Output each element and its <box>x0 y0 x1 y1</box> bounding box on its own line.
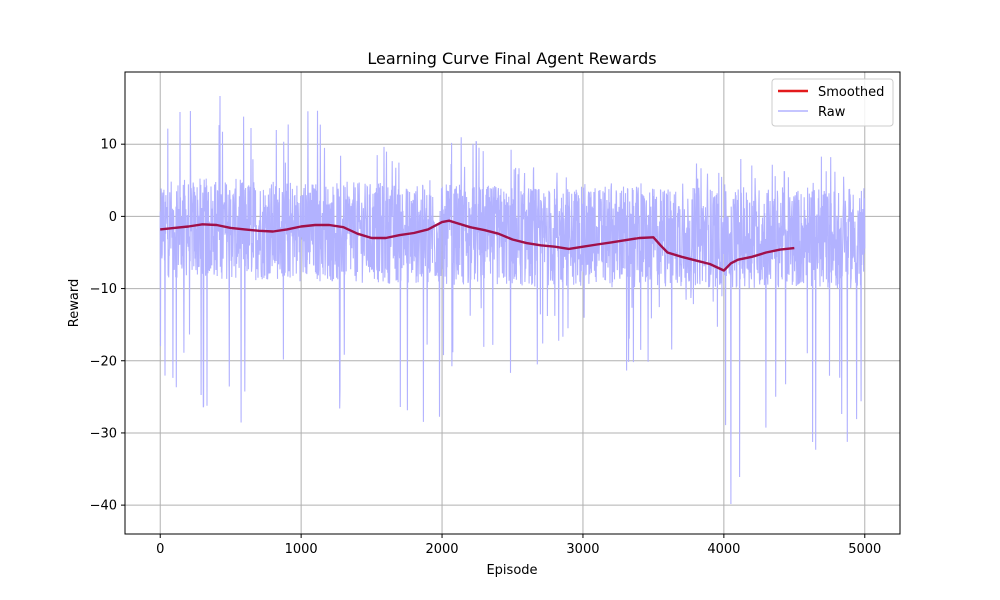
y-tick-label: −30 <box>90 426 117 441</box>
y-tick-label: 10 <box>100 138 117 153</box>
plot-frame <box>124 71 901 535</box>
ticks: 0 1000 2000 3000 4000 5000 −40 −30 −20 −10 0 10 <box>90 138 882 557</box>
x-tick-label: 0 <box>156 542 164 557</box>
y-tick-label: −10 <box>90 282 117 297</box>
x-axis-label: Episode <box>486 563 537 578</box>
y-axis-label: Reward <box>67 279 82 327</box>
y-tick-label: −40 <box>90 499 117 514</box>
legend: Smoothed Raw <box>771 78 894 127</box>
x-tick-label: 3000 <box>566 542 599 557</box>
x-tick-label: 5000 <box>848 542 881 557</box>
y-tick-label: −20 <box>90 354 117 369</box>
plot-area <box>159 95 866 505</box>
chart-title: Learning Curve Final Agent Rewards <box>367 49 656 68</box>
x-tick-label: 2000 <box>425 542 458 557</box>
legend-smoothed-label: Smoothed <box>818 85 884 100</box>
x-tick-label: 4000 <box>707 542 740 557</box>
raw-series-line <box>159 95 866 505</box>
x-tick-label: 1000 <box>285 542 318 557</box>
y-tick-label: 0 <box>109 210 117 225</box>
legend-raw-label: Raw <box>818 105 846 120</box>
smoothed-series-line <box>160 219 795 272</box>
